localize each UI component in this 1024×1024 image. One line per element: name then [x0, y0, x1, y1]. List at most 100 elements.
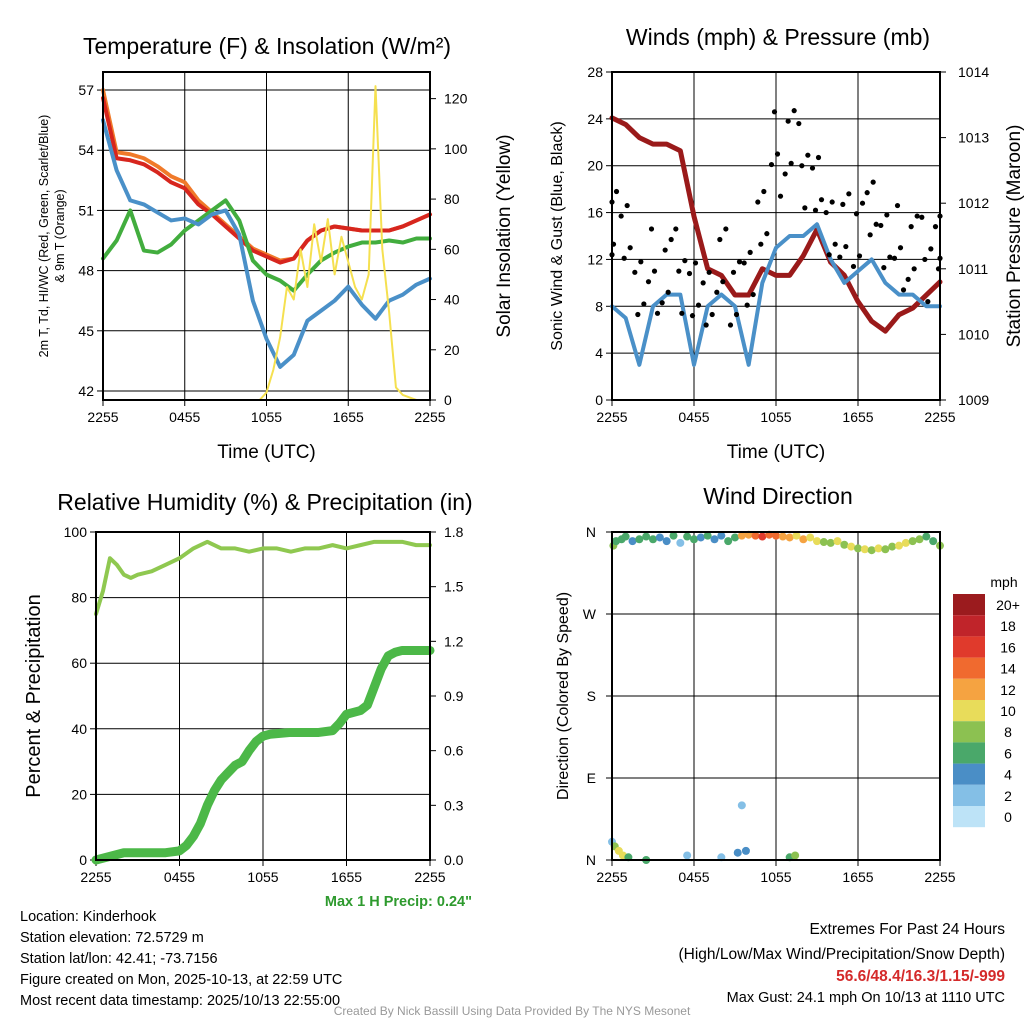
direction-point: [758, 532, 767, 541]
gust-point: [850, 263, 857, 270]
created-text: Figure created on Mon, 2025-10-13, at 22…: [20, 972, 343, 988]
x-tick-label: 2255: [414, 409, 445, 425]
gust-point: [900, 287, 907, 293]
gust-point: [624, 202, 630, 209]
gust-point: [887, 254, 893, 260]
gust-point: [911, 266, 917, 272]
x-tick-label: 1655: [842, 409, 873, 425]
direction-point: [731, 533, 739, 542]
gust-point: [686, 270, 693, 277]
legend-label: 4: [1004, 767, 1012, 783]
gust-point: [891, 255, 898, 261]
extremes-subtitle: (High/Low/Max Wind/Precipitation/Snow De…: [678, 945, 1006, 963]
x-tick-label: 0455: [164, 869, 195, 885]
gust-point: [812, 207, 819, 213]
direction-point: [901, 538, 910, 547]
gust-point: [755, 199, 761, 205]
y-tick-label: 51: [78, 202, 94, 218]
td-line: [101, 198, 432, 293]
y2-tick-label: 0.0: [444, 852, 464, 868]
y-tick-label: 0: [79, 852, 87, 868]
y-tick-label: S: [587, 688, 596, 704]
x-tick-label: 2255: [924, 869, 955, 885]
gust-point: [932, 224, 939, 230]
rh-line: [94, 539, 432, 616]
direction-point: [737, 801, 746, 810]
gust-point: [679, 310, 685, 316]
gust-point: [665, 289, 671, 295]
gust-point: [727, 322, 734, 328]
direction-point: [806, 533, 815, 542]
y-tick-label: N: [586, 524, 596, 540]
gust-point: [837, 254, 843, 260]
legend-swatch: [953, 700, 985, 722]
gust-point: [635, 311, 641, 318]
y2-axis-label: Station Pressure (Maroon): [1004, 125, 1024, 348]
direction-point: [874, 544, 883, 553]
y2-tick-label: 40: [444, 292, 460, 308]
direction-point: [676, 538, 685, 547]
direction-point: [751, 531, 760, 540]
gust-point: [695, 302, 702, 308]
direction-point: [772, 531, 780, 540]
y2-tick-label: 1010: [958, 326, 989, 342]
y2-tick-label: 1.5: [444, 579, 464, 595]
gust-point: [714, 289, 720, 295]
gust-point: [832, 241, 838, 247]
gust-point: [802, 205, 808, 211]
gust-point: [853, 211, 860, 217]
legend-label: 12: [1000, 682, 1016, 698]
x-tick-label: 1655: [331, 869, 362, 885]
gust-point: [905, 276, 911, 282]
y-axis-label-2: & 9m T (Orange): [53, 189, 67, 282]
direction-point: [922, 532, 931, 541]
gust-point: [818, 197, 825, 203]
gust-point: [856, 253, 863, 259]
y2-tick-label: 0.6: [444, 743, 464, 759]
y-tick-label: 48: [78, 263, 94, 279]
direction-point: [819, 538, 828, 547]
gust-point: [618, 213, 624, 219]
y2-tick-label: 0.9: [444, 688, 464, 704]
gust-point: [894, 202, 901, 209]
y2-tick-label: 0.3: [444, 797, 464, 813]
footer-info: Location: Kinderhook Station elevation: …: [20, 907, 342, 1012]
gust-point: [846, 191, 852, 197]
y2-tick-label: 1013: [958, 130, 989, 146]
gust-point: [777, 193, 784, 199]
gust-point: [788, 160, 794, 166]
direction-point: [792, 531, 801, 540]
gust-point: [768, 161, 775, 168]
direction-point: [737, 531, 746, 540]
gust-point: [829, 199, 835, 205]
x-axis-label: Time (UTC): [217, 442, 316, 463]
y-tick-label: 42: [78, 383, 94, 399]
legend-label: 0: [1004, 809, 1012, 825]
gust-point: [638, 259, 644, 265]
direction-point: [791, 851, 800, 860]
chart-title: Temperature (F) & Insolation (W/m²): [83, 33, 451, 59]
y2-tick-label: 120: [444, 91, 468, 107]
gust-point: [870, 179, 876, 185]
gust-point: [840, 201, 846, 207]
wc-line: [101, 118, 432, 369]
legend-swatch: [953, 636, 985, 658]
x-tick-label: 0455: [678, 869, 709, 885]
gust-point: [758, 241, 764, 247]
x-tick-label: 1055: [760, 409, 791, 425]
direction-point: [908, 537, 917, 546]
solar-line: [102, 85, 431, 401]
gust-point: [651, 268, 658, 274]
x-tick-label: 2255: [924, 409, 955, 425]
legend-label: 8: [1004, 724, 1012, 740]
direction-point: [655, 533, 664, 542]
gust-point: [881, 265, 887, 271]
x-tick-label: 2255: [414, 869, 445, 885]
gust-point: [761, 188, 767, 195]
gust-point: [805, 152, 811, 158]
direction-point: [854, 544, 862, 553]
gust-point: [673, 226, 679, 232]
gust-point: [897, 245, 904, 251]
elevation-text: Station elevation: 72.5729 m: [20, 930, 204, 946]
